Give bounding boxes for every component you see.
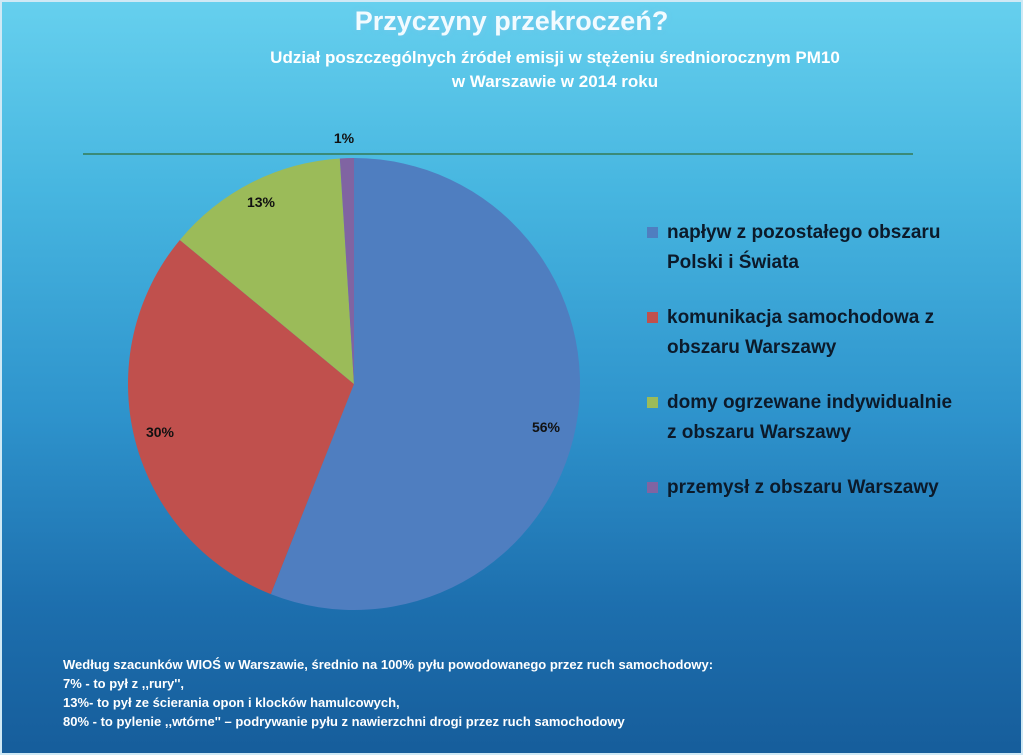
- data-label-s1: 56%: [532, 419, 561, 435]
- chart-subtitle-line2: w Warszawie w 2014 roku: [451, 72, 659, 91]
- chart-title: Przyczyny przekroczeń?: [354, 6, 669, 36]
- divider-line: [83, 153, 913, 155]
- legend-item-s1: napływ z pozostałego obszaru Polski i Św…: [647, 218, 997, 278]
- legend-label-s3-line1: domy ogrzewane indywidualnie: [667, 392, 953, 413]
- legend-swatch-s1: [647, 227, 658, 238]
- pie-slice-s1: [270, 158, 580, 610]
- legend-swatch-s2: [647, 312, 658, 323]
- data-label-s4: 1%: [334, 130, 355, 146]
- legend-label-s2-line2: obszaru Warszawy: [667, 337, 837, 358]
- footnote-line4: 80% - to pylenie ,,wtórne'' – podrywanie…: [63, 714, 625, 729]
- legend-item-s4: przemysł z obszaru Warszawy: [647, 473, 997, 503]
- legend-label-s4-line1: przemysł z obszaru Warszawy: [667, 477, 939, 498]
- legend-item-s3: domy ogrzewane indywidualnie z obszaru W…: [647, 388, 997, 448]
- legend-swatch-s3: [647, 397, 658, 408]
- footnote: Według szacunków WIOŚ w Warszawie, średn…: [63, 655, 993, 731]
- legend-label-s1-line2: Polski i Świata: [667, 252, 799, 273]
- chart-subtitle: Udział poszczególnych źródeł emisji w st…: [175, 46, 935, 94]
- legend-label-s3-line2: z obszaru Warszawy: [667, 422, 852, 443]
- legend-label-s2-line1: komunikacja samochodowa z: [667, 307, 935, 328]
- footnote-line2: 7% - to pył z ,,rury'',: [63, 676, 185, 691]
- footnote-line3: 13%- to pył ze ścierania opon i klocków …: [63, 695, 400, 710]
- data-label-s3: 13%: [247, 194, 276, 210]
- legend-swatch-s4: [647, 482, 658, 493]
- pie-slice-s2: [127, 239, 354, 595]
- legend-item-s2: komunikacja samochodowa z obszaru Warsza…: [647, 303, 997, 363]
- chart-subtitle-line1: Udział poszczególnych źródeł emisji w st…: [270, 48, 840, 67]
- chart-legend: napływ z pozostałego obszaru Polski i Św…: [647, 218, 997, 503]
- footnote-line1: Według szacunków WIOŚ w Warszawie, średn…: [63, 657, 714, 672]
- pie-slice-s3: [179, 158, 354, 384]
- legend-label-s1-line1: napływ z pozostałego obszaru: [667, 222, 941, 243]
- data-label-s2: 30%: [146, 424, 175, 440]
- pie-slice-s4: [339, 158, 354, 384]
